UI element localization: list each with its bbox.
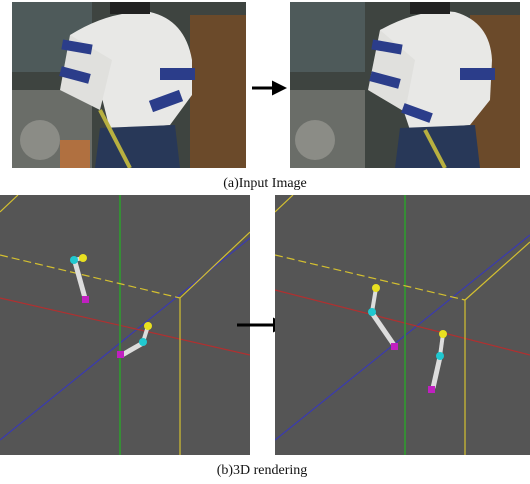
shape <box>460 68 495 80</box>
input-photo-1 <box>12 2 246 168</box>
shape <box>368 308 376 316</box>
shape <box>70 256 78 264</box>
shape <box>372 284 380 292</box>
shape <box>275 195 530 455</box>
shape <box>117 351 124 358</box>
shape <box>436 352 444 360</box>
input-photo-2 <box>290 2 520 168</box>
shape <box>60 140 90 168</box>
figure: (a)Input Image <box>0 0 530 484</box>
shape <box>110 2 150 14</box>
shape <box>144 322 152 330</box>
render-1 <box>0 195 250 455</box>
shape <box>0 195 250 455</box>
shape <box>290 2 365 72</box>
shape <box>428 386 435 393</box>
caption-b: (b)3D rendering <box>217 463 308 478</box>
shape <box>391 343 398 350</box>
shape <box>190 15 246 168</box>
shape <box>410 2 450 14</box>
shape <box>79 254 87 262</box>
shape <box>95 125 180 168</box>
shape <box>20 120 60 160</box>
shape <box>395 125 480 168</box>
shape <box>139 338 147 346</box>
render-2 <box>275 195 530 455</box>
caption-a: (a)Input Image <box>223 176 307 191</box>
shape <box>160 68 195 80</box>
shape <box>295 120 335 160</box>
shape <box>439 330 447 338</box>
shape <box>82 296 89 303</box>
